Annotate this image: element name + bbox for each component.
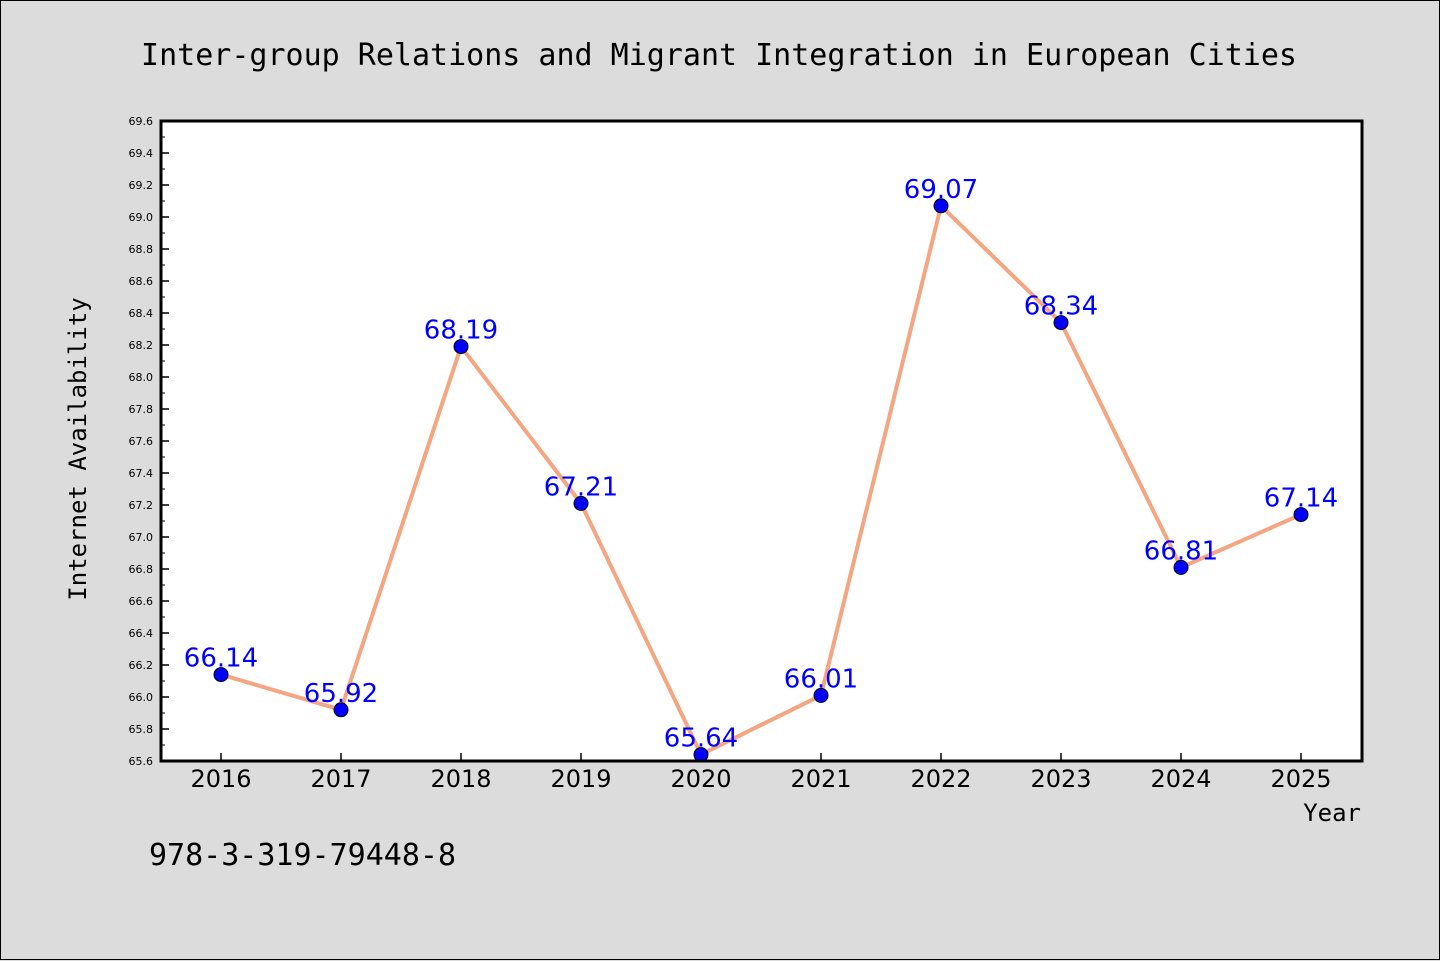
y-tick-label: 67.4 (129, 467, 154, 480)
data-label: 66.81 (1144, 536, 1218, 566)
y-tick-label: 68.4 (129, 307, 154, 320)
y-tick-label: 66.2 (129, 659, 154, 672)
y-tick-label: 69.6 (129, 115, 154, 128)
x-tick-label: 2020 (670, 765, 731, 793)
y-tick-label: 68.8 (129, 243, 154, 256)
data-label: 65.92 (304, 679, 378, 709)
y-tick-label: 67.2 (129, 499, 154, 512)
x-tick-label: 2016 (190, 765, 251, 793)
y-tick-label: 68.0 (129, 371, 154, 384)
y-tick-label: 69.0 (129, 211, 154, 224)
data-label: 69.07 (904, 175, 978, 205)
x-tick-label: 2024 (1150, 765, 1211, 793)
x-tick-label: 2017 (310, 765, 371, 793)
data-label: 66.14 (184, 644, 258, 674)
y-tick-label: 66.4 (129, 627, 154, 640)
x-tick-label: 2022 (910, 765, 971, 793)
x-axis-title: Year (1303, 799, 1361, 827)
y-tick-label: 66.6 (129, 595, 154, 608)
series-line-group (219, 203, 1303, 757)
data-point-marker (453, 339, 469, 355)
y-tick-label: 65.6 (129, 755, 154, 768)
x-tick-label: 2018 (430, 765, 491, 793)
plot-border (159, 119, 1364, 763)
data-markers (213, 198, 1309, 763)
y-axis-title: Internet Availability (64, 297, 92, 600)
x-tick-label: 2025 (1270, 765, 1331, 793)
data-point-marker (1173, 559, 1189, 575)
y-axis: 65.6 65.8 66.0 66.2 66.4 66.6 66.8 67.0 67.2 67.4… (129, 115, 169, 768)
data-point-marker (573, 495, 589, 511)
data-point-marker (213, 667, 229, 683)
y-tick-label: 67.6 (129, 435, 154, 448)
data-label: 66.01 (784, 664, 858, 694)
y-tick-label: 67.0 (129, 531, 154, 544)
data-label: 68.34 (1024, 292, 1098, 322)
data-label: 68.19 (424, 316, 498, 346)
data-labels: 66.14 65.92 68.19 67.21 65.64 66.01 69.07 68.34… (184, 175, 1338, 754)
data-point-marker (1293, 507, 1309, 523)
footer-note: 978-3-319-79448-8 (149, 838, 456, 873)
y-tick-label: 67.8 (129, 403, 154, 416)
y-tick-label: 69.4 (129, 147, 154, 160)
y-tick-label: 68.2 (129, 339, 154, 352)
plot-area (161, 121, 1362, 761)
data-point-marker (933, 198, 949, 214)
x-tick-label: 2021 (790, 765, 851, 793)
x-tick-label: 2019 (550, 765, 611, 793)
data-point-marker (813, 687, 829, 703)
chart-title: Inter-group Relations and Migrant Integr… (141, 38, 1297, 73)
data-label: 65.64 (664, 724, 738, 754)
data-point-marker (333, 702, 349, 718)
data-point-marker (1053, 315, 1069, 331)
y-tick-label: 68.6 (129, 275, 154, 288)
y-tick-label: 69.2 (129, 179, 154, 192)
series-line (219, 203, 1303, 757)
y-tick-label: 66.0 (129, 691, 154, 704)
data-label: 67.21 (544, 472, 618, 502)
data-label: 67.14 (1264, 484, 1338, 514)
x-axis: 2016 2017 2018 2019 2020 2021 2022 2023 2024 2025 (190, 753, 1332, 793)
y-tick-label: 65.8 (129, 723, 154, 736)
y-tick-label: 66.8 (129, 563, 154, 576)
x-tick-label: 2023 (1030, 765, 1091, 793)
